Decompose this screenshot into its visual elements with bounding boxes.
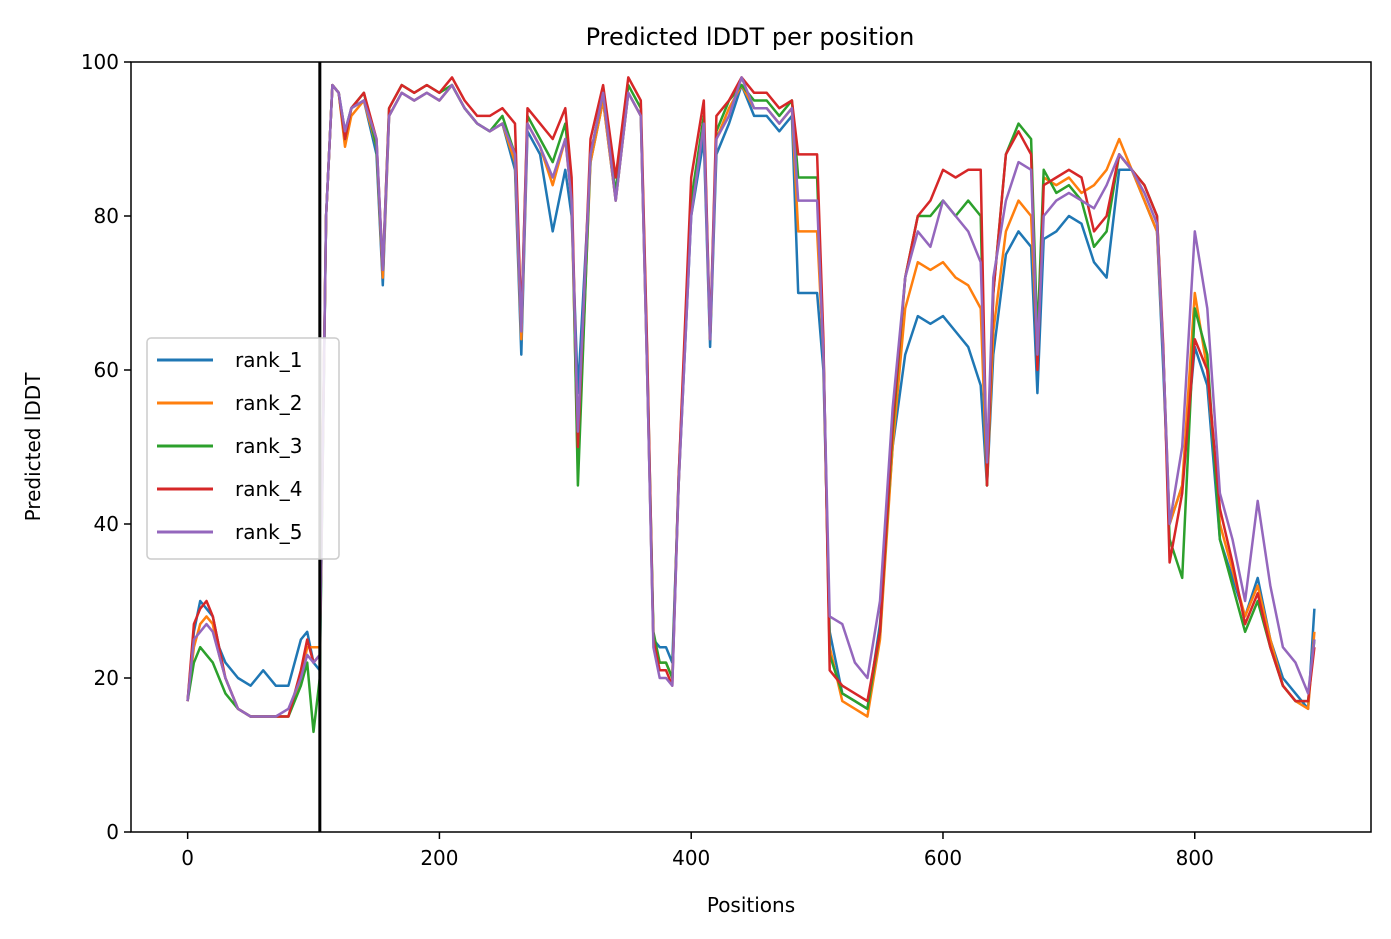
x-tick-label: 800	[1176, 846, 1214, 870]
y-tick-label: 80	[94, 204, 119, 228]
legend-label-rank-2: rank_2	[235, 391, 302, 415]
y-axis: 0 20 40 60 80 100	[81, 50, 131, 844]
series-line-rank-5	[186, 76, 1316, 718]
x-tick-label: 200	[420, 846, 458, 870]
legend: rank_1 rank_2 rank_3 rank_4 rank_5	[146, 337, 340, 560]
legend-label-rank-5: rank_5	[235, 520, 302, 544]
legend-label-rank-3: rank_3	[235, 434, 302, 458]
y-tick-label: 0	[106, 820, 119, 844]
series-layer	[186, 76, 1316, 734]
y-tick-label: 20	[94, 666, 119, 690]
x-axis: 0 200 400 600 800	[181, 832, 1214, 870]
x-tick-label: 600	[924, 846, 962, 870]
y-tick-label: 40	[94, 512, 119, 536]
x-tick-label: 0	[181, 846, 194, 870]
legend-box	[146, 337, 340, 560]
x-axis-label: Positions	[707, 893, 795, 917]
plot-frame	[130, 61, 1372, 833]
y-axis-label: Predicted lDDT	[21, 372, 45, 522]
chart-title: Predicted lDDT per position	[586, 23, 915, 51]
legend-label-rank-4: rank_4	[235, 477, 302, 501]
y-tick-label: 60	[94, 358, 119, 382]
legend-label-rank-1: rank_1	[235, 348, 302, 372]
x-tick-label: 400	[672, 846, 710, 870]
y-tick-label: 100	[81, 50, 119, 74]
